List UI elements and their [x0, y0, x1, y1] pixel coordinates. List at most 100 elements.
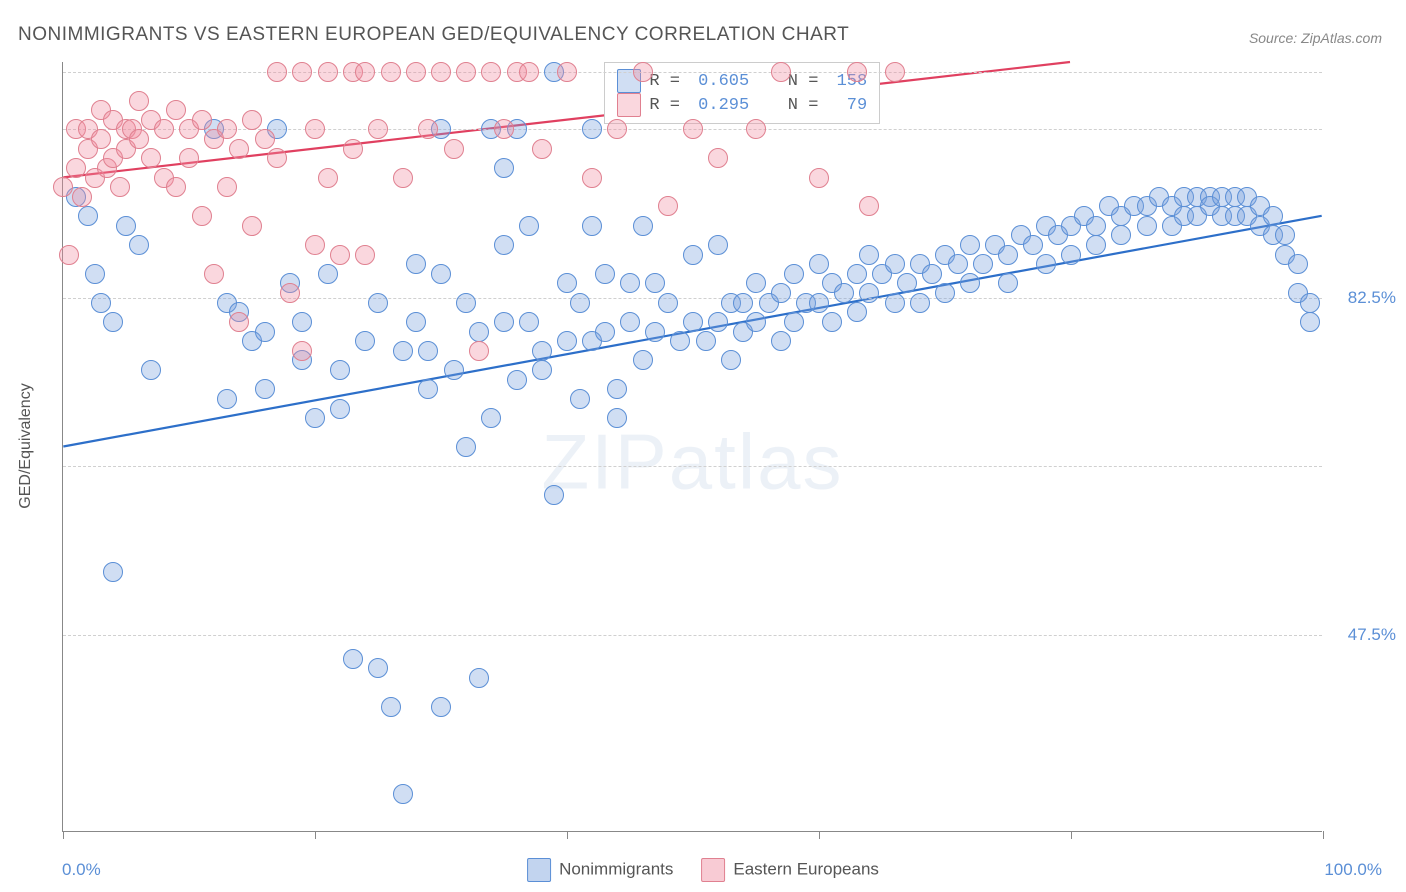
- data-point: [960, 273, 980, 293]
- data-point: [721, 350, 741, 370]
- data-point: [217, 389, 237, 409]
- data-point: [859, 245, 879, 265]
- legend-swatch: [527, 858, 551, 882]
- data-point: [103, 562, 123, 582]
- plot-area: ZIPatlas R = 0.605 N = 158R = 0.295 N = …: [62, 62, 1322, 832]
- data-point: [318, 264, 338, 284]
- data-point: [696, 331, 716, 351]
- legend-label: Eastern Europeans: [733, 859, 879, 878]
- data-point: [532, 341, 552, 361]
- data-point: [166, 100, 186, 120]
- data-point: [897, 273, 917, 293]
- data-point: [771, 283, 791, 303]
- legend-swatch: [701, 858, 725, 882]
- data-point: [620, 312, 640, 332]
- data-point: [645, 273, 665, 293]
- data-point: [292, 312, 312, 332]
- data-point: [381, 697, 401, 717]
- data-point: [809, 293, 829, 313]
- data-point: [129, 129, 149, 149]
- data-point: [922, 264, 942, 284]
- data-point: [192, 110, 212, 130]
- data-point: [91, 293, 111, 313]
- data-point: [1023, 235, 1043, 255]
- chart-title: NONIMMIGRANTS VS EASTERN EUROPEAN GED/EQ…: [18, 24, 849, 46]
- data-point: [582, 216, 602, 236]
- data-point: [1300, 293, 1320, 313]
- data-point: [708, 148, 728, 168]
- data-point: [343, 139, 363, 159]
- data-point: [368, 293, 388, 313]
- data-point: [1061, 245, 1081, 265]
- legend-n-label: N =: [757, 72, 828, 91]
- data-point: [456, 62, 476, 82]
- data-point: [179, 148, 199, 168]
- data-point: [469, 341, 489, 361]
- data-point: [645, 322, 665, 342]
- x-tick: [567, 831, 568, 839]
- data-point: [393, 168, 413, 188]
- data-point: [595, 322, 615, 342]
- data-point: [746, 312, 766, 332]
- data-point: [847, 62, 867, 82]
- chart-container: NONIMMIGRANTS VS EASTERN EUROPEAN GED/EQ…: [0, 0, 1406, 892]
- x-tick: [63, 831, 64, 839]
- data-point: [229, 139, 249, 159]
- data-point: [784, 312, 804, 332]
- data-point: [129, 235, 149, 255]
- data-point: [481, 62, 501, 82]
- data-point: [507, 370, 527, 390]
- data-point: [784, 264, 804, 284]
- data-point: [418, 341, 438, 361]
- data-point: [885, 62, 905, 82]
- data-point: [368, 119, 388, 139]
- legend-label: Nonimmigrants: [559, 859, 673, 878]
- data-point: [267, 62, 287, 82]
- x-tick: [1323, 831, 1324, 839]
- data-point: [859, 196, 879, 216]
- gridline: [63, 635, 1322, 636]
- data-point: [1036, 254, 1056, 274]
- data-point: [1288, 254, 1308, 274]
- data-point: [708, 312, 728, 332]
- data-point: [633, 62, 653, 82]
- data-point: [318, 62, 338, 82]
- data-point: [607, 408, 627, 428]
- data-point: [494, 158, 514, 178]
- data-point: [847, 264, 867, 284]
- data-point: [318, 168, 338, 188]
- data-point: [154, 119, 174, 139]
- data-point: [733, 293, 753, 313]
- gridline: [63, 72, 1322, 73]
- data-point: [998, 273, 1018, 293]
- data-point: [771, 62, 791, 82]
- data-point: [481, 408, 501, 428]
- legend-n-label: N =: [757, 96, 828, 115]
- data-point: [330, 245, 350, 265]
- data-point: [393, 784, 413, 804]
- data-point: [59, 245, 79, 265]
- data-point: [658, 293, 678, 313]
- data-point: [116, 216, 136, 236]
- legend-stat-row: R = 0.295 N = 79: [617, 93, 867, 117]
- data-point: [658, 196, 678, 216]
- x-axis-max-label: 100.0%: [1324, 860, 1382, 880]
- legend-item: Eastern Europeans: [701, 858, 879, 882]
- y-tick-label: 47.5%: [1348, 625, 1396, 645]
- data-point: [393, 341, 413, 361]
- x-tick: [819, 831, 820, 839]
- data-point: [355, 62, 375, 82]
- gridline: [63, 298, 1322, 299]
- series-legend: Nonimmigrants Eastern Europeans: [527, 858, 879, 882]
- data-point: [859, 283, 879, 303]
- data-point: [582, 119, 602, 139]
- data-point: [746, 119, 766, 139]
- data-point: [620, 273, 640, 293]
- data-point: [292, 62, 312, 82]
- data-point: [670, 331, 690, 351]
- data-point: [633, 350, 653, 370]
- data-point: [204, 264, 224, 284]
- legend-swatch: [617, 93, 641, 117]
- data-point: [822, 312, 842, 332]
- legend-item: Nonimmigrants: [527, 858, 673, 882]
